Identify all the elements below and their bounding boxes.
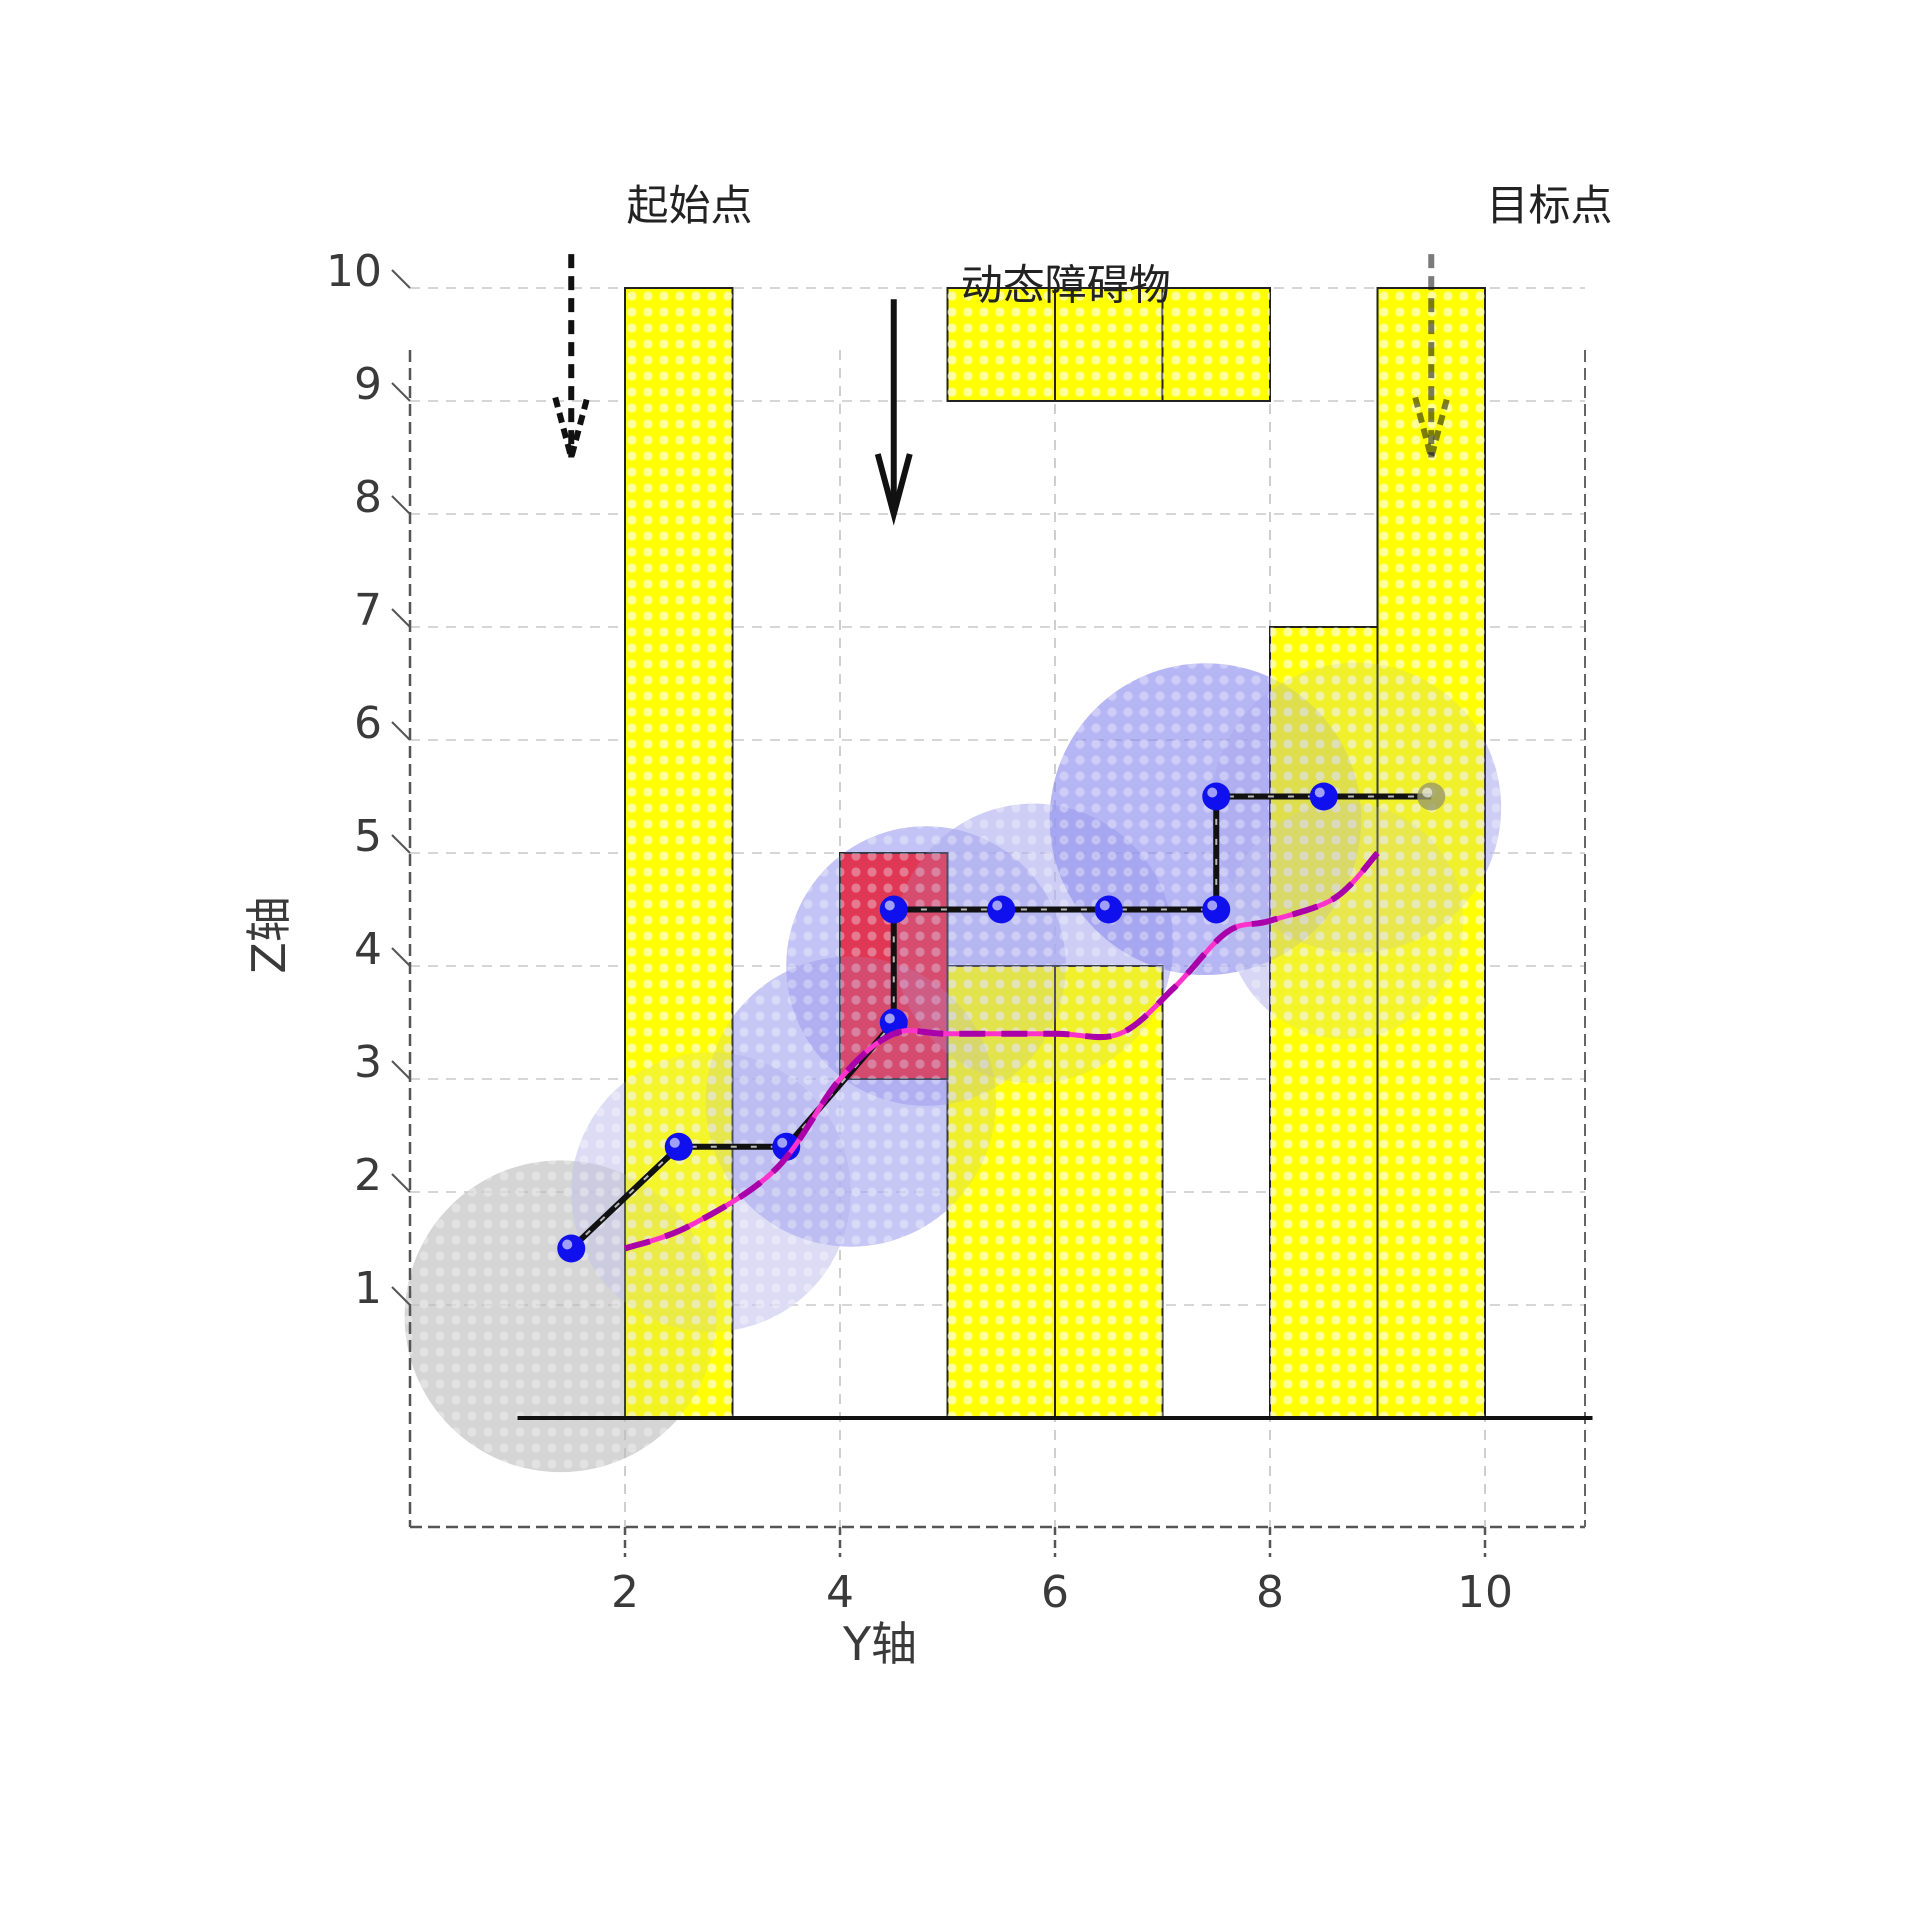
path-point <box>987 895 1016 924</box>
y-tick-label: 10 <box>326 246 382 297</box>
y-tick-mark <box>391 495 411 515</box>
y-axis-label: Z轴 <box>242 896 296 974</box>
annotation-label: 动态障碍物 <box>961 260 1171 309</box>
arrow-head <box>1412 396 1451 470</box>
path-point-highlight <box>992 900 1003 911</box>
static-obstacle-texture <box>947 288 1055 401</box>
paths <box>557 782 1446 1263</box>
static-obstacle-texture <box>1162 288 1270 401</box>
y-tick-mark <box>391 382 411 402</box>
x-tick-label: 2 <box>611 1567 639 1618</box>
y-tick-label: 5 <box>354 811 382 862</box>
safety-zone-overlay <box>571 1052 851 1332</box>
y-tick-label: 7 <box>354 585 382 636</box>
path-point <box>879 895 908 924</box>
path-point <box>557 1234 586 1263</box>
y-tick-label: 8 <box>354 472 382 523</box>
static-obstacle-texture <box>1270 627 1378 1418</box>
path-point <box>664 1132 693 1161</box>
path-point-highlight <box>884 1013 895 1024</box>
path-point <box>1202 895 1231 924</box>
y-tick-mark <box>391 947 411 967</box>
y-tick-label: 6 <box>354 698 382 749</box>
y-tick-label: 3 <box>354 1037 382 1088</box>
y-tick-label: 2 <box>354 1150 382 1201</box>
x-tick-label: 10 <box>1457 1567 1513 1618</box>
y-tick-mark <box>391 721 411 741</box>
safety-zone-overlay <box>1049 663 1362 975</box>
y-tick-mark <box>391 1173 411 1193</box>
path-point-highlight <box>669 1137 680 1148</box>
path-point-highlight <box>884 900 895 911</box>
static-obstacle-texture <box>1377 288 1485 1418</box>
annotation-label: 起始点 <box>626 181 752 230</box>
y-tick-mark <box>391 1060 411 1080</box>
path-point-highlight <box>1422 787 1433 798</box>
path-point-highlight <box>1207 900 1218 911</box>
safety-zone-overlay <box>404 1160 717 1473</box>
y-tick-label: 1 <box>354 1263 382 1314</box>
annotation-label: 目标点 <box>1486 181 1612 230</box>
plot-frame <box>391 269 1593 1557</box>
labels: Y轴 Z轴 <box>242 896 917 1671</box>
y-tick-label: 9 <box>354 359 382 410</box>
path-point-highlight <box>1099 900 1110 911</box>
static-obstacle-texture <box>1055 288 1163 401</box>
y-tick-mark <box>391 269 411 289</box>
path-point <box>1417 782 1446 811</box>
y-tick-mark <box>391 1286 411 1306</box>
x-tick-label: 8 <box>1256 1567 1284 1618</box>
safety-zone-overlay <box>893 803 1174 1084</box>
x-axis-label: Y轴 <box>842 1617 917 1671</box>
static-obstacle-texture <box>1055 966 1163 1418</box>
obstacles <box>404 287 1502 1473</box>
path-point-highlight <box>1207 787 1218 798</box>
y-tick-mark <box>391 834 411 854</box>
y-tick-label: 4 <box>354 924 382 975</box>
static-obstacle-texture <box>947 966 1055 1418</box>
magenta-path-dashes <box>624 850 1380 1252</box>
x-tick-label: 6 <box>1041 1567 1069 1618</box>
safety-zone-overlay <box>1227 802 1464 1040</box>
x-tick-label: 4 <box>826 1567 854 1618</box>
path-point <box>1309 782 1338 811</box>
arrow-head <box>552 396 591 470</box>
arrows <box>552 254 1451 526</box>
path-point-highlight <box>562 1239 573 1250</box>
arrow-head <box>874 453 913 526</box>
path-point <box>1094 895 1123 924</box>
path-point <box>1202 782 1231 811</box>
safety-zone-overlay <box>1210 662 1502 953</box>
path-point-highlight <box>777 1137 788 1148</box>
path-point-highlight <box>1314 787 1325 798</box>
y-tick-mark <box>391 608 411 628</box>
